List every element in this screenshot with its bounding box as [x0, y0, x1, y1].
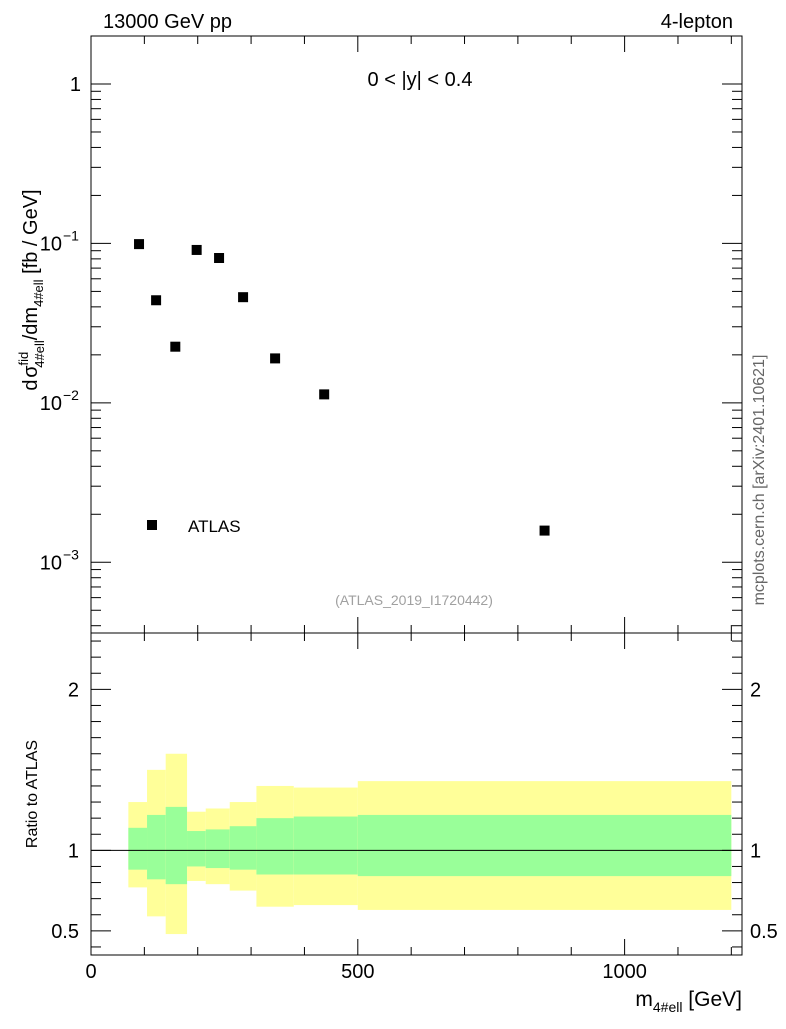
- analysis-watermark: (ATLAS_2019_I1720442): [335, 592, 493, 608]
- data-point: [319, 389, 330, 400]
- legend-label: ATLAS: [188, 517, 241, 536]
- ratio-x-tick-labels: 0 500 1000: [85, 961, 646, 983]
- main-y-tick-labels: 110−110−210−3: [40, 74, 81, 574]
- data-point: [134, 239, 145, 250]
- main-y-tick-label-exponent: −2: [63, 387, 79, 403]
- ratio-y-tick-label-left: 1: [68, 840, 79, 862]
- main-y-ticks: [91, 35, 742, 627]
- ratio-y-axis-label: Ratio to ATLAS: [24, 740, 41, 848]
- data-point: [170, 341, 181, 352]
- data-point: [539, 525, 550, 536]
- main-y-tick-label: 10: [40, 233, 62, 255]
- main-x-ticks: [90, 36, 732, 633]
- data-point: [151, 295, 162, 306]
- legend-marker: [147, 520, 157, 530]
- main-y-tick-label-exponent: −1: [63, 227, 79, 243]
- x-axis-label: m4#ell [GeV]: [635, 988, 742, 1015]
- ratio-inner-band: [147, 814, 166, 880]
- main-y-tick-label: 1: [70, 74, 81, 96]
- ratio-y-ticks: [91, 640, 742, 948]
- ratio-x-ticks: [90, 633, 732, 955]
- ratio-y-tick-label-left: 0.5: [51, 921, 79, 943]
- main-y-tick-label: 10: [40, 393, 62, 415]
- x-tick-label: 500: [341, 961, 374, 983]
- main-y-tick-label: 10: [40, 552, 62, 574]
- data-point: [191, 244, 202, 255]
- data-point: [238, 292, 249, 303]
- ratio-inner-band: [165, 806, 188, 885]
- ratio-inner-band: [187, 831, 206, 867]
- main-panel-title: 0 < |y| < 0.4: [368, 69, 473, 91]
- ratio-uncertainty-bands: [128, 753, 732, 935]
- header-left-label: 13000 GeV pp: [103, 11, 232, 33]
- main-panel: 110−110−210−3 0 < |y| < 0.4 (ATLAS_2019_…: [40, 35, 743, 634]
- main-y-tick-label-exponent: −3: [63, 546, 79, 562]
- header-right-label: 4-lepton: [661, 11, 733, 33]
- ratio-inner-band: [256, 818, 294, 875]
- ratio-y-tick-labels: 0.5 0.5 1 1 2 2: [51, 679, 778, 943]
- main-data-points: [134, 239, 550, 536]
- ratio-y-tick-label-right: 1: [750, 840, 761, 862]
- side-source-label: mcplots.cern.ch [arXiv:2401.10621]: [751, 355, 768, 606]
- main-y-axis-label: d σfid4#ell/dm4#ell [fb / GeV]: [16, 189, 47, 390]
- ratio-inner-band: [357, 814, 732, 877]
- x-tick-label: 1000: [602, 961, 647, 983]
- ratio-inner-band: [205, 829, 230, 869]
- ratio-y-tick-label-right: 0.5: [750, 921, 778, 943]
- ratio-y-tick-label-right: 2: [750, 679, 761, 701]
- ratio-panel: 0.5 0.5 1 1 2 2 0 500 1000: [51, 632, 778, 983]
- x-tick-label: 0: [85, 961, 96, 983]
- ratio-inner-band: [293, 816, 358, 875]
- ratio-y-tick-label-left: 2: [68, 679, 79, 701]
- ratio-inner-band: [128, 827, 148, 870]
- data-point: [214, 253, 225, 264]
- data-point: [270, 353, 281, 364]
- ratio-inner-band: [229, 826, 257, 870]
